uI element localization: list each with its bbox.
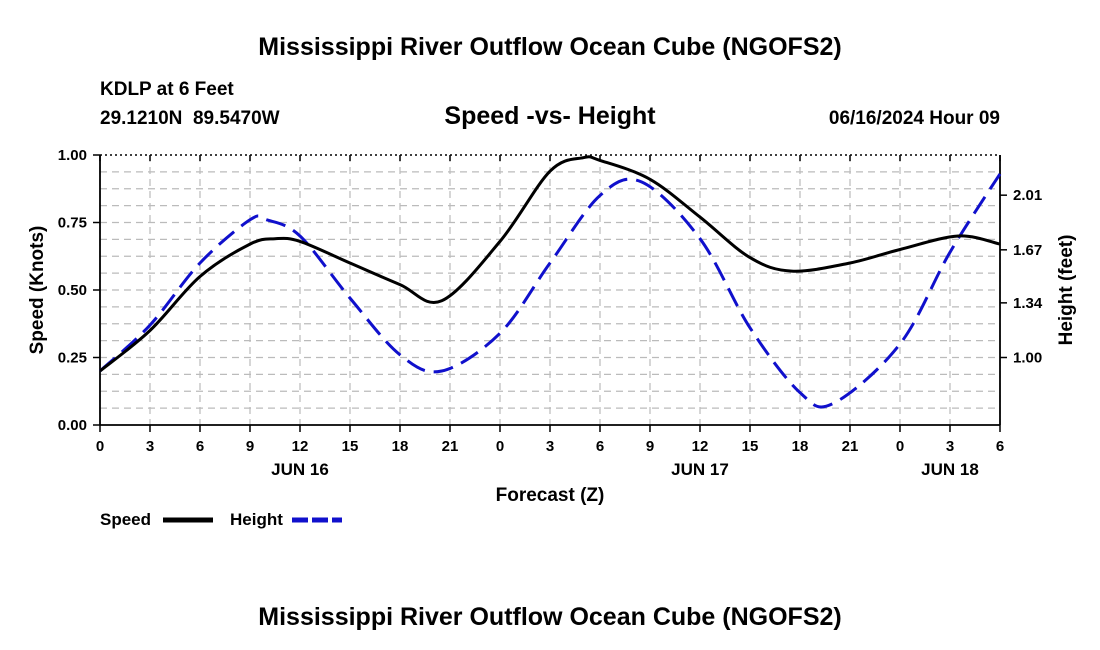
x-tick-label: 18: [792, 438, 809, 455]
y2-tick-label: 1.67: [1013, 242, 1042, 259]
chart-main-title: Mississippi River Outflow Ocean Cube (NG…: [258, 33, 841, 61]
bottom-title: Mississippi River Outflow Ocean Cube (NG…: [258, 603, 841, 631]
station-label: KDLP at 6 Feet: [100, 79, 234, 100]
chart-subtitle: Speed -vs- Height: [444, 102, 656, 130]
y2-tick-label: 2.01: [1013, 187, 1042, 204]
y2-tick-label: 1.00: [1013, 350, 1042, 367]
station-coords: 29.1210N 89.5470W: [100, 108, 280, 129]
x-tick-label: 12: [692, 438, 709, 455]
height-series-line: [98, 173, 1002, 409]
x-tick-label: 0: [496, 438, 504, 455]
speed-series-line: [99, 155, 1001, 373]
x-tick-label: 15: [342, 438, 359, 455]
y-axis-label: Speed (Knots): [27, 226, 48, 355]
date-label: JUN 18: [921, 460, 979, 479]
date-label: JUN 17: [671, 460, 729, 479]
grid: [99, 155, 1001, 425]
date-label: JUN 16: [271, 460, 329, 479]
x-tick-label: 3: [546, 438, 554, 455]
legend-label-speed: Speed: [100, 510, 151, 529]
x-tick-label: 15: [742, 438, 759, 455]
x-tick-label: 12: [292, 438, 309, 455]
y2-tick-label: 1.34: [1013, 295, 1043, 312]
y-tick-label: 0.25: [58, 350, 87, 367]
x-tick-label: 6: [996, 438, 1004, 455]
x-tick-label: 6: [196, 438, 204, 455]
series: [98, 155, 1002, 409]
axes: 0 3 6 9 12 15 18 21 0 3 6 9 12 15 18 21 0 3 6 JUN 16 JUN 17 J…: [58, 147, 1043, 479]
x-tick-label: 18: [392, 438, 409, 455]
y-tick-label: 0.00: [58, 417, 87, 434]
y-tick-label: 1.00: [58, 147, 87, 164]
x-tick-label: 21: [842, 438, 859, 455]
x-tick-label: 9: [246, 438, 254, 455]
forecast-datetime: 06/16/2024 Hour 09: [829, 108, 1000, 129]
legend: Speed Height: [100, 510, 342, 529]
x-tick-label: 9: [646, 438, 654, 455]
x-tick-label: 0: [896, 438, 904, 455]
x-tick-label: 3: [146, 438, 154, 455]
legend-label-height: Height: [230, 510, 283, 529]
y2-axis-label: Height (feet): [1056, 235, 1077, 346]
x-tick-label: 0: [96, 438, 104, 455]
x-tick-label: 3: [946, 438, 954, 455]
x-axis-label: Forecast (Z): [496, 485, 605, 506]
x-tick-label: 21: [442, 438, 459, 455]
x-tick-label: 6: [596, 438, 604, 455]
y-tick-label: 0.75: [58, 215, 87, 232]
y-tick-label: 0.50: [58, 282, 87, 299]
